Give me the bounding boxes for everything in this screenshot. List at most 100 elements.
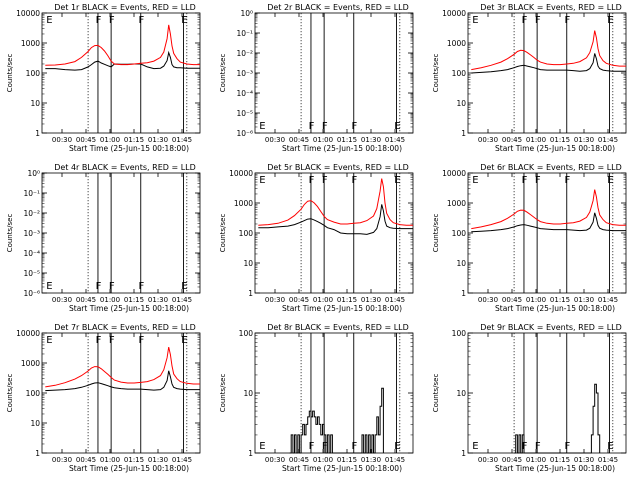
plot-frame [254, 12, 414, 134]
plot-frame [254, 332, 414, 454]
detector-chart-7: 1 10 100 1000 10000 00:30 00:45 01:00 01:15 01:30… [6, 323, 201, 473]
marker-f: F [138, 335, 144, 346]
y-tick-label: 1 [35, 449, 40, 458]
detector-panel-8: 1 10 100 00:30 00:45 01:00 01:15 01:30 01:45 E F F F… [213, 320, 426, 484]
x-tick-label: 01:45 [172, 136, 192, 144]
series-lld-line [471, 30, 626, 71]
detector-chart-2: 10⁻⁶ 10⁻⁵ 10⁻⁴ 10⁻³ 10⁻² 10⁻¹ 10⁰ 00:30 00:45 01:… [219, 3, 414, 153]
plot-frame [467, 332, 627, 454]
marker-e: E [181, 15, 187, 26]
x-tick-label: 01:15 [550, 456, 570, 464]
x-tick-label: 00:30 [52, 456, 72, 464]
marker-e: E [46, 335, 52, 346]
marker-e: E [472, 441, 478, 452]
marker-e: E [46, 15, 52, 26]
y-tick-label: 10000 [229, 169, 253, 178]
marker-e: E [607, 441, 613, 452]
y-tick-label: 1000 [21, 359, 40, 368]
panel-title: Det 6r BLACK = Events, RED = LLD [480, 163, 622, 172]
x-tick-label: 00:45 [289, 136, 309, 144]
x-tick-label: 01:00 [100, 456, 120, 464]
detector-chart-5: 1 10 100 1000 10000 00:30 00:45 01:00 01:15 01:30… [219, 163, 414, 313]
x-tick-label: 01:45 [172, 456, 192, 464]
y-tick-label: 10000 [16, 329, 40, 338]
marker-f: F [138, 281, 144, 292]
series-lld-line [471, 189, 626, 230]
x-tick-label: 00:30 [478, 456, 498, 464]
detector-panel-4: 10⁻⁶ 10⁻⁵ 10⁻⁴ 10⁻³ 10⁻² 10⁻¹ 10⁰ 00:30 00:45 01:… [0, 160, 213, 324]
marker-f: F [109, 281, 115, 292]
marker-f: F [564, 15, 570, 26]
y-axis-label: Counts/sec [6, 214, 14, 253]
detector-chart-4: 10⁻⁶ 10⁻⁵ 10⁻⁴ 10⁻³ 10⁻² 10⁻¹ 10⁰ 00:30 00:45 01:… [6, 163, 201, 313]
y-tick-label: 10 [456, 259, 466, 268]
plot-frame [41, 12, 201, 134]
y-tick-label: 10⁻⁶ [236, 129, 253, 138]
marker-f: F [96, 15, 102, 26]
panel-title: Det 7r BLACK = Events, RED = LLD [54, 323, 196, 332]
y-tick-label: 1 [461, 289, 466, 298]
x-tick-label: 01:45 [385, 296, 405, 304]
detector-panel-3: 1 10 100 1000 10000 00:30 00:45 01:00 01:15 01:30… [426, 0, 639, 164]
y-axis-label: Counts/sec [219, 54, 227, 93]
y-axis-label: Counts/sec [432, 374, 440, 413]
series-lld-line [45, 24, 200, 66]
y-tick-label: 10⁻⁵ [23, 269, 40, 278]
x-tick-label: 00:30 [265, 456, 285, 464]
x-axis-label: Start Time (25-Jun-15 00:18:00) [282, 464, 402, 473]
detector-panel-6: 1 10 100 1000 10000 00:30 00:45 01:00 01:15 01:30… [426, 160, 639, 324]
marker-f: F [522, 441, 528, 452]
series-events-line [45, 50, 200, 71]
marker-f: F [522, 175, 528, 186]
y-axis-label: Counts/sec [432, 54, 440, 93]
panel-title: Det 3r BLACK = Events, RED = LLD [480, 3, 622, 12]
x-tick-label: 01:30 [148, 456, 168, 464]
marker-f: F [564, 175, 570, 186]
x-tick-label: 01:30 [361, 136, 381, 144]
x-tick-label: 01:00 [526, 296, 546, 304]
x-tick-label: 00:45 [76, 456, 96, 464]
detector-panel-1: 1 10 100 1000 10000 00:30 00:45 01:00 01:15 01:30… [0, 0, 213, 164]
x-tick-label: 01:15 [550, 296, 570, 304]
series-events-line [471, 212, 626, 233]
x-axis-label: Start Time (25-Jun-15 00:18:00) [69, 464, 189, 473]
detector-chart-6: 1 10 100 1000 10000 00:30 00:45 01:00 01:15 01:30… [432, 163, 627, 313]
marker-f: F [322, 121, 328, 132]
x-tick-label: 00:30 [52, 296, 72, 304]
x-tick-label: 00:45 [502, 456, 522, 464]
y-tick-label: 10000 [442, 9, 466, 18]
x-axis-label: Start Time (25-Jun-15 00:18:00) [282, 304, 402, 313]
marker-e: E [394, 121, 400, 132]
y-tick-label: 100 [239, 329, 254, 338]
marker-e: E [259, 121, 265, 132]
x-tick-label: 01:30 [574, 136, 594, 144]
y-tick-label: 10 [456, 389, 466, 398]
marker-f: F [351, 121, 357, 132]
panel-title: Det 2r BLACK = Events, RED = LLD [267, 3, 409, 12]
plot-frame [41, 332, 201, 454]
y-tick-label: 10000 [16, 9, 40, 18]
y-tick-label: 100 [26, 389, 41, 398]
x-tick-label: 01:15 [124, 296, 144, 304]
series-events-line [471, 53, 626, 74]
x-tick-label: 01:45 [385, 136, 405, 144]
y-tick-label: 10000 [442, 169, 466, 178]
series-events-line [45, 370, 200, 392]
y-axis-label: Counts/sec [219, 214, 227, 253]
y-tick-label: 10 [243, 259, 253, 268]
x-axis-label: Start Time (25-Jun-15 00:18:00) [495, 144, 615, 153]
x-tick-label: 00:30 [265, 136, 285, 144]
x-tick-label: 01:30 [574, 456, 594, 464]
x-tick-label: 01:00 [526, 456, 546, 464]
x-tick-label: 01:00 [313, 456, 333, 464]
y-tick-label: 10⁻¹ [23, 189, 40, 198]
detector-chart-3: 1 10 100 1000 10000 00:30 00:45 01:00 01:15 01:30… [432, 3, 627, 153]
y-axis-label: Counts/sec [6, 374, 14, 413]
y-tick-label: 1 [35, 129, 40, 138]
x-tick-label: 00:45 [76, 296, 96, 304]
plot-frame [254, 172, 414, 294]
marker-f: F [535, 441, 541, 452]
marker-e: E [472, 175, 478, 186]
panel-title: Det 9r BLACK = Events, RED = LLD [480, 323, 622, 332]
x-tick-label: 01:15 [550, 136, 570, 144]
